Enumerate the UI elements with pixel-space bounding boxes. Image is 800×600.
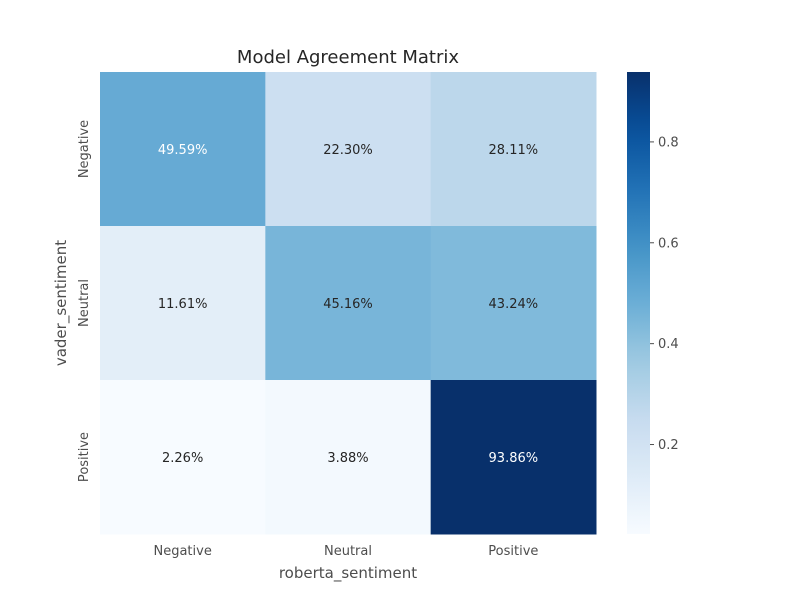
chart-title: Model Agreement Matrix [237, 47, 459, 68]
y-tick-label: Positive [77, 432, 92, 482]
cell-value-label: 3.88% [327, 451, 368, 466]
colorbar-tick-label: 0.8 [658, 135, 679, 150]
cell-value-label: 93.86% [489, 451, 539, 466]
cell-value-label: 22.30% [323, 143, 373, 158]
heatmap-cell [100, 226, 266, 381]
x-tick-label: Negative [153, 544, 211, 559]
heatmap-cell [100, 72, 266, 227]
x-tick-label: Positive [488, 544, 538, 559]
heatmap-cell [430, 380, 597, 535]
heatmap-cells: 49.59% 22.30% 28.11% 11.61% 45.16% 43.24% 2.26… [100, 72, 597, 535]
y-tick-label: Neutral [77, 279, 92, 327]
colorbar: 0.2 0.4 0.6 0.8 [627, 72, 679, 534]
heatmap-cell [265, 380, 432, 535]
y-tick-label: Negative [77, 120, 92, 178]
cell-value-label: 2.26% [162, 451, 203, 466]
x-tick-label: Neutral [324, 544, 372, 559]
heatmap-cell [265, 226, 432, 381]
heatmap-cell [430, 226, 597, 381]
heatmap-cell [265, 72, 432, 227]
cell-value-label: 45.16% [323, 297, 373, 312]
colorbar-tick-label: 0.4 [658, 337, 679, 352]
colorbar-gradient [627, 72, 650, 534]
heatmap-cell [100, 380, 266, 535]
cell-value-label: 11.61% [158, 297, 208, 312]
x-axis-label: roberta_sentiment [279, 564, 417, 583]
y-axis-label: vader_sentiment [52, 240, 71, 366]
colorbar-tick-label: 0.6 [658, 236, 679, 251]
x-axis-ticks: Negative Neutral Positive [153, 544, 538, 559]
colorbar-tick-label: 0.2 [658, 438, 679, 453]
y-axis-ticks: Negative Neutral Positive [77, 120, 92, 482]
heatmap-cell [430, 72, 597, 227]
cell-value-label: 49.59% [158, 143, 208, 158]
cell-value-label: 43.24% [489, 297, 539, 312]
cell-value-label: 28.11% [489, 143, 539, 158]
